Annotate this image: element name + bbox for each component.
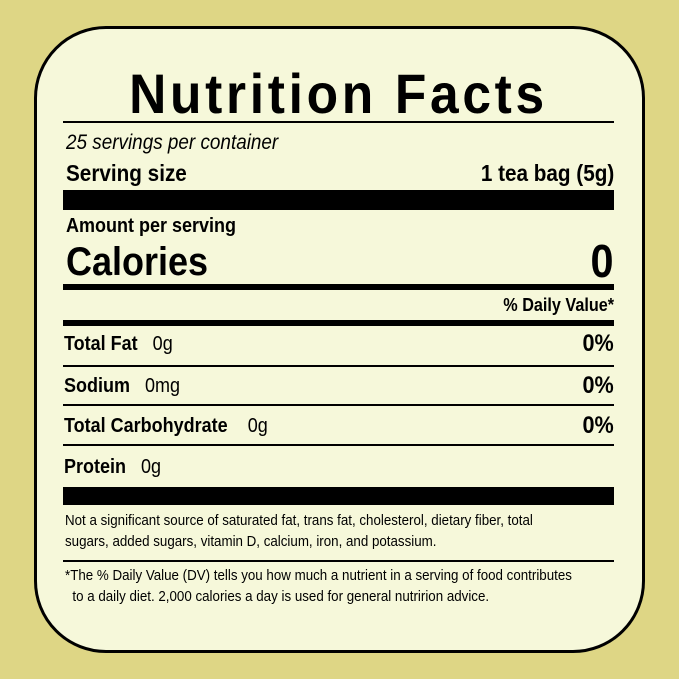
divider [63, 365, 614, 367]
label-title: Nutrition Facts [129, 62, 548, 125]
footnote-line: The % Daily Value (DV) tells you how muc… [70, 568, 572, 584]
medium-divider [63, 284, 614, 290]
nutrient-amount: 0mg [145, 375, 181, 397]
medium-divider [63, 320, 614, 326]
divider [63, 121, 614, 123]
nutrient-row: Protein 0g [64, 455, 161, 479]
daily-value-header: % Daily Value* [503, 295, 614, 315]
nutrition-label-card [34, 26, 645, 653]
nutrient-name: Sodium [64, 375, 131, 397]
amount-per-serving: Amount per serving [66, 215, 237, 237]
nutrient-dv: 0% [582, 412, 614, 439]
note-line: sugars, added sugars, vitamin D, calcium… [65, 534, 437, 550]
calories-label: Calories [66, 240, 209, 284]
nutrient-amount: 0g [141, 456, 162, 478]
serving-size-label: Serving size [66, 160, 187, 186]
nutrient-dv: 0% [582, 330, 614, 357]
nutrient-row: Total Fat 0g [64, 332, 173, 356]
nutrient-dv: 0% [582, 372, 614, 399]
divider [63, 444, 614, 446]
daily-value-footnote: *The % Daily Value (DV) tells you how mu… [65, 566, 572, 608]
nutrient-amount: 0g [152, 333, 173, 355]
thick-divider [63, 190, 614, 210]
nutrient-name: Total Carbohydrate [64, 415, 228, 437]
thick-divider [63, 487, 614, 505]
divider [63, 560, 614, 562]
footnote-line: to a daily diet. 2,000 calories a day is… [72, 589, 490, 605]
nutrient-name: Total Fat [64, 333, 138, 355]
servings-per-container: 25 servings per container [66, 131, 279, 154]
calories-value: 0 [590, 235, 614, 287]
not-significant-note: Not a significant source of saturated fa… [65, 511, 533, 553]
nutrient-row: Total Carbohydrate 0g [64, 414, 268, 438]
nutrient-name: Protein [64, 456, 127, 478]
nutrient-row: Sodium 0mg [64, 374, 180, 398]
note-line: Not a significant source of saturated fa… [65, 513, 533, 529]
nutrient-amount: 0g [247, 415, 268, 437]
divider [63, 404, 614, 406]
asterisk: * [65, 568, 71, 584]
serving-size-value: 1 tea bag (5g) [480, 160, 614, 186]
